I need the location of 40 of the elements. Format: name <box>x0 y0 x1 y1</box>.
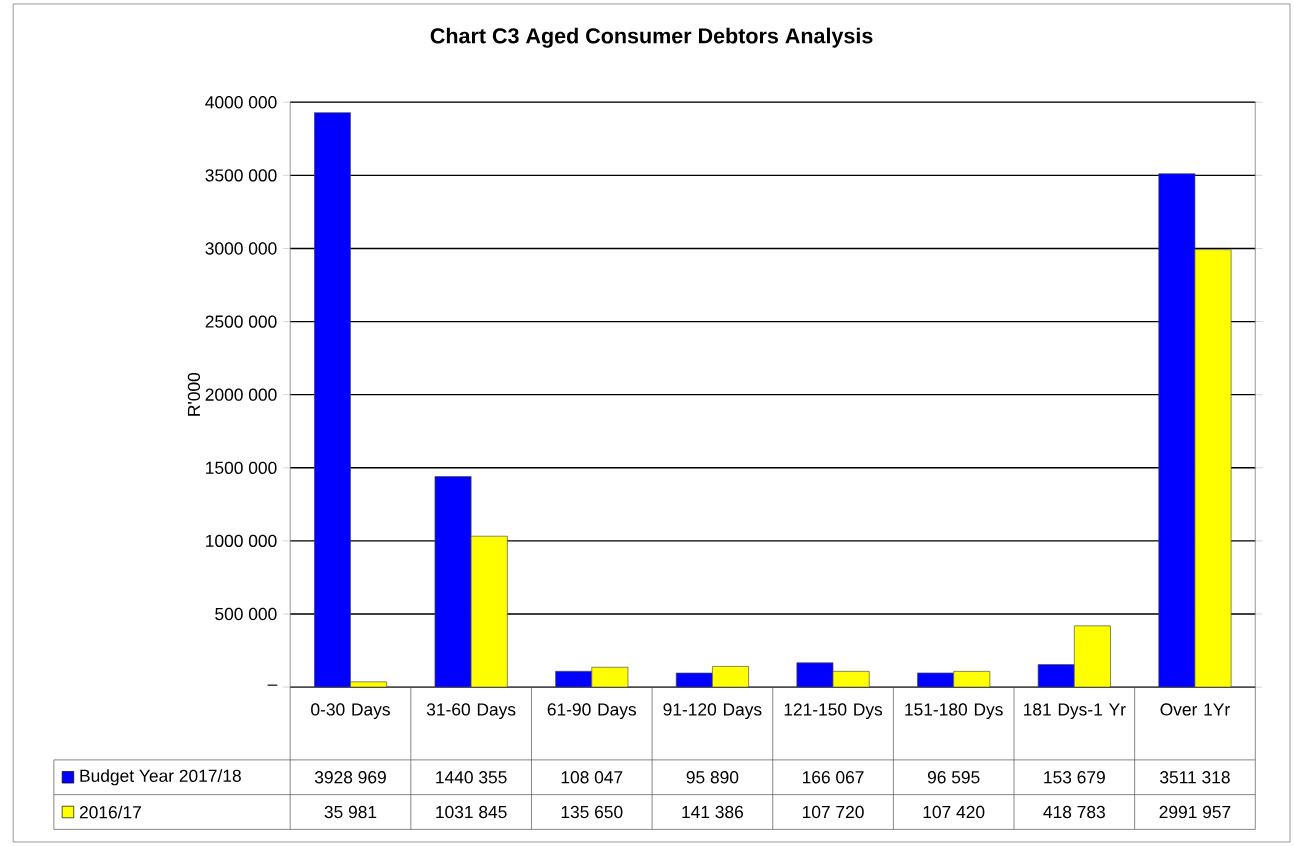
x-tick-label: 121-150 Dys <box>784 703 883 720</box>
x-tick-label: 0-30 Days <box>311 703 390 720</box>
y-tick-label: 2500 000 <box>205 315 277 328</box>
y-tick-label: 1000 000 <box>206 534 277 548</box>
data-label: 2991 957 <box>1159 805 1231 819</box>
legend-label: 2016/17 <box>79 805 141 819</box>
legend-label: Budget Year 2017/18 <box>80 769 241 786</box>
data-label: 135 650 <box>561 805 623 819</box>
y-tick-label: 3000 000 <box>205 242 277 255</box>
y-tick-label: 500 000 <box>215 607 277 621</box>
data-label: 418 783 <box>1043 805 1105 819</box>
y-tick-label: 4000 000 <box>205 96 277 109</box>
data-label: 153 679 <box>1044 771 1105 784</box>
x-tick-label: 151-180 Dys <box>905 703 1003 720</box>
data-label: 107 420 <box>923 805 985 819</box>
y-tick-label: 3500 000 <box>205 169 277 182</box>
data-label: 35 981 <box>324 805 377 819</box>
y-tick-label: 1500 000 <box>206 461 277 474</box>
x-tick-label: 181 Dys-1 Yr <box>1023 703 1126 720</box>
bar <box>1194 249 1232 688</box>
data-label: 107 720 <box>802 805 864 819</box>
y-tick-label: 2000 000 <box>205 388 277 401</box>
data-label: 108 047 <box>561 771 623 784</box>
chart-title: Chart C3 Aged Consumer Debtors Analysis <box>430 27 873 48</box>
x-tick-label: 91-120 Days <box>663 703 762 720</box>
x-tick-label: 61-90 Days <box>547 703 637 720</box>
data-label: 166 067 <box>802 771 864 784</box>
data-label: 3928 969 <box>314 771 386 784</box>
y-axis-title: R'000 <box>187 372 201 416</box>
bar <box>470 535 508 688</box>
data-label: 3511 318 <box>1160 771 1230 784</box>
x-tick-label: Over 1Yr <box>1160 703 1230 716</box>
bar <box>1073 625 1111 688</box>
y-tick-label: – <box>267 684 278 686</box>
x-tick-label: 31-60 Days <box>426 703 516 720</box>
data-label: 96 595 <box>927 771 980 784</box>
data-label: 141 386 <box>682 805 744 819</box>
data-label: 1031 845 <box>436 805 507 819</box>
data-label: 1440 355 <box>436 771 507 784</box>
data-label: 95 890 <box>686 771 739 784</box>
